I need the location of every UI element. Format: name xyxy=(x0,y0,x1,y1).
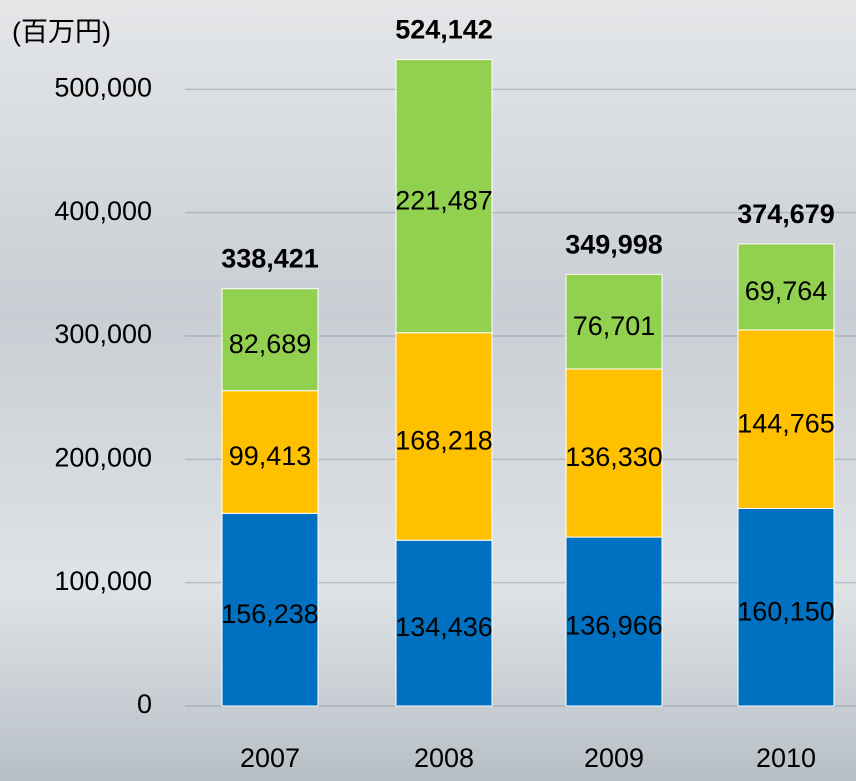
value-label: 168,218 xyxy=(395,426,493,456)
value-label: 134,436 xyxy=(395,612,493,642)
value-label: 69,764 xyxy=(745,276,828,306)
total-label: 374,679 xyxy=(737,199,835,229)
total-label: 349,998 xyxy=(565,229,663,259)
y-tick-label: 400,000 xyxy=(54,196,152,226)
x-tick-label: 2007 xyxy=(240,743,300,773)
total-label: 524,142 xyxy=(395,15,493,45)
value-label: 82,689 xyxy=(229,329,312,359)
y-tick-label: 300,000 xyxy=(54,319,152,349)
y-tick-label: 500,000 xyxy=(54,72,152,102)
chart: (百万円) 0 100,000 200,000 300,000 400,000 500,0… xyxy=(0,0,856,781)
x-tick-label: 2010 xyxy=(756,743,816,773)
y-tick-label: 200,000 xyxy=(54,442,152,472)
value-label: 99,413 xyxy=(229,441,312,471)
x-tick-label: 2009 xyxy=(584,743,644,773)
y-tick-label: 100,000 xyxy=(54,566,152,596)
value-label: 76,701 xyxy=(573,311,656,341)
y-axis-label: (百万円) xyxy=(12,17,111,47)
total-label: 338,421 xyxy=(221,244,319,274)
value-label: 144,765 xyxy=(737,408,835,438)
value-label: 136,966 xyxy=(565,611,663,641)
value-label: 221,487 xyxy=(395,185,493,215)
x-tick-label: 2008 xyxy=(414,743,474,773)
value-label: 156,238 xyxy=(221,599,319,629)
value-label: 136,330 xyxy=(565,442,663,472)
y-tick-label: 0 xyxy=(137,689,152,719)
value-label: 160,150 xyxy=(737,596,835,626)
